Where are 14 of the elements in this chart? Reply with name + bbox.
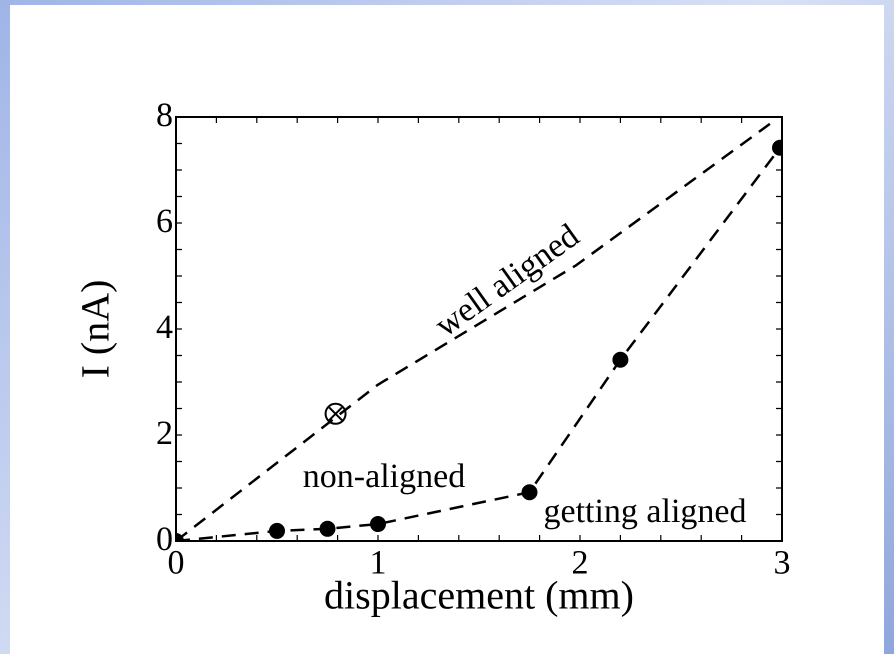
annotation: non-aligned [302, 458, 466, 495]
point [612, 352, 628, 368]
point [324, 402, 347, 425]
annotation: getting aligned [543, 492, 747, 530]
x-tick-label: 3 [774, 544, 790, 582]
point [370, 516, 386, 532]
y-tick-label: 4 [156, 308, 173, 346]
y-tick-label: 6 [156, 202, 173, 240]
point [320, 520, 336, 537]
y-axis-title: I (nA) [72, 280, 118, 378]
point [269, 522, 285, 539]
point [522, 484, 538, 500]
y-tick-label: 8 [156, 96, 173, 134]
y-tick-label: 2 [156, 414, 173, 452]
